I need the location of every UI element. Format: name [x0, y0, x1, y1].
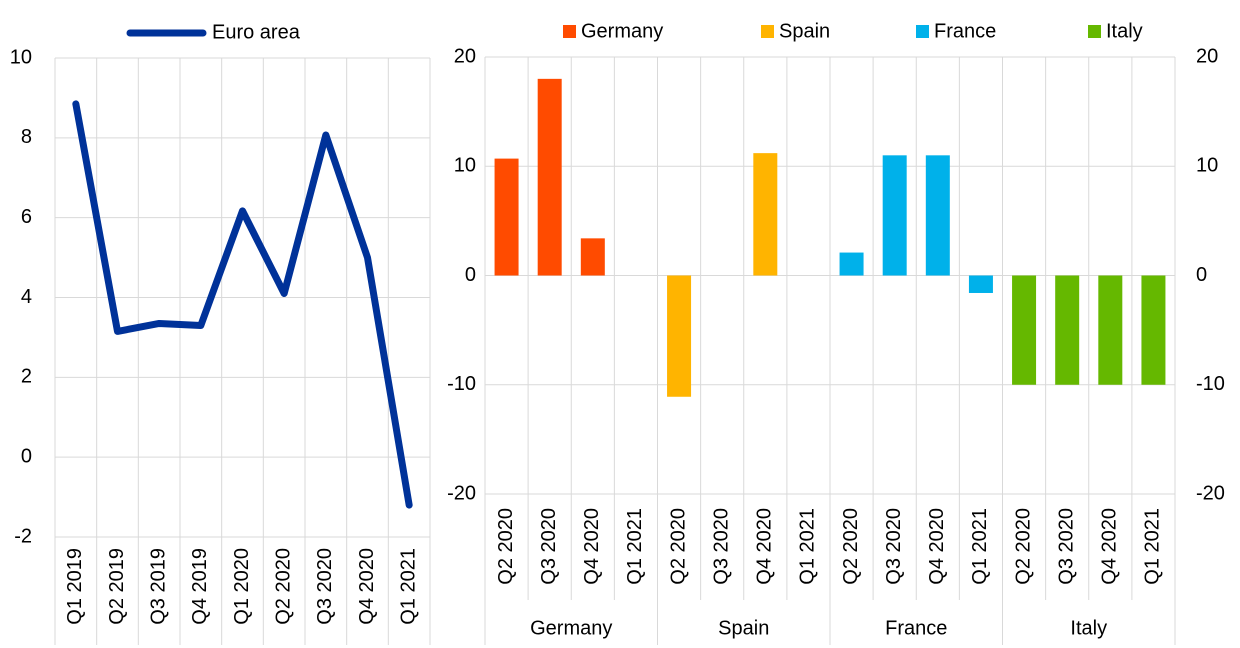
y-tick-label: 10 [454, 155, 476, 177]
x-tick-label: Q1 2020 [231, 548, 253, 625]
x-tick-label: Q4 2020 [356, 548, 378, 625]
group-label: Italy [1070, 617, 1107, 639]
x-tick-label: Q4 2020 [1099, 508, 1121, 585]
x-tick-label: Q4 2019 [189, 548, 211, 625]
x-tick-label: Q2 2020 [840, 508, 862, 585]
y-tick-label: 6 [21, 206, 32, 228]
y-tick-label: 10 [10, 46, 32, 68]
x-tick-label: Q3 2020 [314, 548, 336, 625]
x-tick-label: Q2 2020 [667, 508, 689, 585]
x-tick-label: Q1 2021 [1142, 508, 1164, 585]
y2-tick-label: 10 [1196, 155, 1218, 177]
x-tick-label: Q2 2020 [1012, 508, 1034, 585]
bar [839, 252, 864, 276]
x-tick-label: Q1 2021 [397, 548, 419, 625]
x-tick-label: Q4 2020 [754, 508, 776, 585]
legend-swatch [563, 25, 576, 38]
y2-tick-label: -10 [1196, 373, 1225, 395]
legend-label: Italy [1106, 20, 1143, 42]
x-tick-label: Q1 2021 [797, 508, 819, 585]
y-tick-label: 2 [21, 366, 32, 388]
group-label: Spain [718, 617, 769, 639]
y-tick-label: 4 [21, 286, 32, 308]
x-tick-label: Q3 2020 [710, 508, 732, 585]
y-tick-label: 0 [465, 264, 476, 286]
bar [580, 238, 605, 276]
group-label: France [885, 617, 947, 639]
y2-tick-label: -20 [1196, 482, 1225, 504]
legend-label: Euro area [212, 21, 301, 43]
y-tick-label: 0 [21, 445, 32, 467]
x-tick-label: Q2 2020 [495, 508, 517, 585]
y-tick-label: 20 [454, 45, 476, 67]
y2-tick-label: 20 [1196, 45, 1218, 67]
x-tick-label: Q4 2020 [926, 508, 948, 585]
bar [1012, 275, 1037, 385]
legend-swatch [1088, 25, 1101, 38]
legend-swatch [916, 25, 929, 38]
bar [1098, 275, 1123, 385]
y-tick-label: 8 [21, 126, 32, 148]
legend-label: France [934, 20, 996, 42]
y-tick-label: -20 [447, 482, 476, 504]
bar [494, 158, 519, 276]
bar [925, 155, 950, 276]
bar [667, 275, 692, 397]
legend-label: Spain [779, 20, 830, 42]
group-label: Germany [530, 617, 612, 639]
legend-label: Germany [581, 20, 663, 42]
x-tick-label: Q4 2020 [581, 508, 603, 585]
y2-tick-label: 0 [1196, 264, 1207, 286]
legend-swatch [761, 25, 774, 38]
line-series [72, 100, 413, 509]
bar [968, 275, 993, 293]
y-tick-label: -10 [447, 373, 476, 395]
x-tick-label: Q3 2020 [883, 508, 905, 585]
bar [882, 155, 907, 276]
x-tick-label: Q1 2021 [969, 508, 991, 585]
bar [753, 153, 778, 276]
x-tick-label: Q1 2021 [624, 508, 646, 585]
x-tick-label: Q3 2020 [538, 508, 560, 585]
bar [1055, 275, 1080, 385]
bar [537, 78, 562, 276]
x-tick-label: Q2 2020 [272, 548, 294, 625]
x-tick-label: Q3 2019 [147, 548, 169, 625]
x-tick-label: Q2 2019 [106, 548, 128, 625]
bar [1141, 275, 1166, 385]
x-tick-label: Q3 2020 [1055, 508, 1077, 585]
x-tick-label: Q1 2019 [64, 548, 86, 625]
y-tick-label: -2 [14, 525, 32, 547]
